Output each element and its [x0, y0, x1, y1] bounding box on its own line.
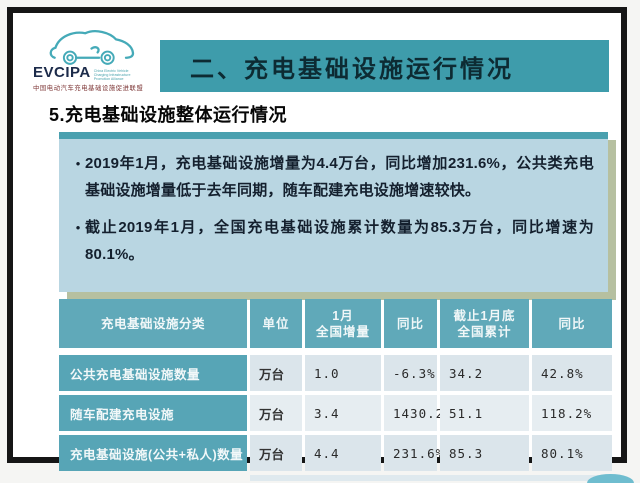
- summary-bullet: • 2019年1月，充电基础设施增量为4.4万台，同比增加231.6%，公共类充…: [71, 150, 594, 204]
- row-category: 随车配建充电设施: [59, 395, 247, 431]
- logo-tagline: China Electric Vehicle Charging Infrastr…: [93, 69, 131, 81]
- section-title: 5.充电基础设施整体运行情况: [49, 105, 288, 125]
- summary-bullet: • 截止2019年1月，全国充电基础设施累计数量为85.3万台，同比增速为80.…: [71, 214, 594, 268]
- table-row: 随车配建充电设施 万台 3.4 1430.2% 51.1 118.2%: [59, 395, 612, 431]
- row-increment: 4.4: [305, 435, 381, 471]
- slide-frame: EVCIPA China Electric Vehicle Charging I…: [7, 7, 627, 481]
- summary-box: • 2019年1月，充电基础设施增量为4.4万台，同比增加231.6%，公共类充…: [59, 132, 608, 292]
- header-cumulative: 截止1月底 全国累计: [440, 299, 529, 348]
- charging-infrastructure-table: 充电基础设施分类 单位 1月 全国增量 同比 截止1月底 全国累计 同比 公共充…: [59, 299, 612, 481]
- row-yoy-cumulative: 118.2%: [532, 395, 612, 431]
- row-yoy-cumulative: 42.8%: [532, 355, 612, 391]
- row-cumulative: 51.1: [440, 395, 529, 431]
- row-cumulative: 85.3: [440, 435, 529, 471]
- header-yoy: 同比: [384, 299, 437, 348]
- header-unit: 单位: [250, 299, 302, 348]
- header-monthly-increment: 1月 全国增量: [305, 299, 381, 348]
- ev-car-icon: [49, 30, 135, 65]
- row-yoy-increment: 1430.2%: [384, 395, 452, 431]
- row-category: 充电基础设施(公共+私人)数量: [59, 435, 247, 471]
- table-row: 公共充电基础设施数量 万台 1.0 -6.3% 34.2 42.8%: [59, 355, 612, 391]
- row-yoy-increment: 231.6%: [384, 435, 443, 471]
- table-bottom-band: [59, 475, 612, 481]
- row-unit: 万台: [250, 435, 302, 471]
- bullet-dot-icon: •: [75, 156, 81, 171]
- logo-name: EVCIPA: [33, 64, 91, 81]
- row-unit: 万台: [250, 355, 302, 391]
- logo-chinese-name: 中国电动汽车充电基础设施促进联盟: [33, 85, 144, 92]
- header-category: 充电基础设施分类: [59, 299, 247, 348]
- table-header-row: 充电基础设施分类 单位 1月 全国增量 同比 截止1月底 全国累计 同比: [59, 299, 612, 348]
- header-yoy-cumulative: 同比: [532, 299, 612, 348]
- row-cumulative: 34.2: [440, 355, 529, 391]
- row-category: 公共充电基础设施数量: [59, 355, 247, 391]
- evcipa-logo: EVCIPA China Electric Vehicle Charging I…: [33, 27, 155, 101]
- row-increment: 1.0: [305, 355, 381, 391]
- row-increment: 3.4: [305, 395, 381, 431]
- row-unit: 万台: [250, 395, 302, 431]
- bottom-car-icon: [587, 474, 634, 483]
- row-yoy-cumulative: 80.1%: [532, 435, 612, 471]
- bullet-dot-icon: •: [75, 220, 81, 235]
- row-yoy-increment: -6.3%: [384, 355, 437, 391]
- slide-title: 二、充电基础设施运行情况: [190, 55, 514, 83]
- slide-title-banner: 二、充电基础设施运行情况: [160, 40, 609, 92]
- table-row: 充电基础设施(公共+私人)数量 万台 4.4 231.6% 85.3 80.1%: [59, 435, 612, 471]
